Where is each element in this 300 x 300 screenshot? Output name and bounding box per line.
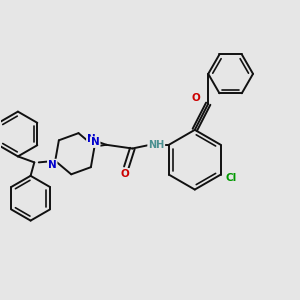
Text: N: N bbox=[91, 137, 100, 147]
Text: N: N bbox=[87, 134, 96, 144]
Text: O: O bbox=[121, 169, 129, 179]
Text: NH: NH bbox=[148, 140, 164, 150]
Text: Cl: Cl bbox=[226, 172, 237, 183]
Text: O: O bbox=[192, 93, 201, 103]
Text: N: N bbox=[48, 160, 57, 170]
